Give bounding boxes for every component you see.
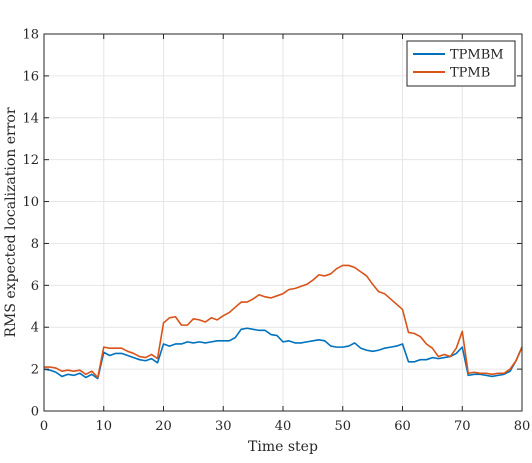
y-axis-label: RMS expected localization error [3,107,19,337]
y-tick-label: 12 [22,153,39,168]
legend-box [406,40,516,87]
y-tick-label: 18 [22,28,39,43]
series-layer [43,264,523,380]
axis-ticks [43,33,523,412]
x-tick-label: 0 [40,419,48,434]
legend-label-tpmb: TPMB [450,66,490,81]
tick-labels: 0 10 20 30 40 50 60 70 80 0 2 4 6 8 10 12 14 16 18 [22,28,530,435]
x-tick-label: 30 [215,419,232,434]
y-tick-label: 16 [22,69,39,84]
y-tick-label: 6 [31,279,39,294]
y-tick-label: 14 [22,111,39,126]
legend-label-tpmbm: TPMBM [450,48,504,63]
series-line-tpmbm [43,327,523,380]
x-axis-label: Time step [248,439,318,455]
x-tick-label: 50 [334,419,351,434]
y-tick-label: 10 [22,195,39,210]
x-tick-label: 60 [394,419,411,434]
y-tick-label: 8 [31,237,39,252]
y-tick-label: 4 [31,321,39,336]
grid-lines [43,33,523,412]
y-tick-label: 0 [31,405,39,420]
x-tick-label: 10 [95,419,112,434]
series-line-tpmb [44,264,523,379]
y-tick-label: 2 [31,363,39,378]
x-tick-label: 40 [275,419,292,434]
x-tick-label: 80 [514,419,531,434]
legend: TPMBM TPMB [406,40,516,87]
x-tick-label: 70 [454,419,471,434]
x-tick-label: 20 [155,419,172,434]
